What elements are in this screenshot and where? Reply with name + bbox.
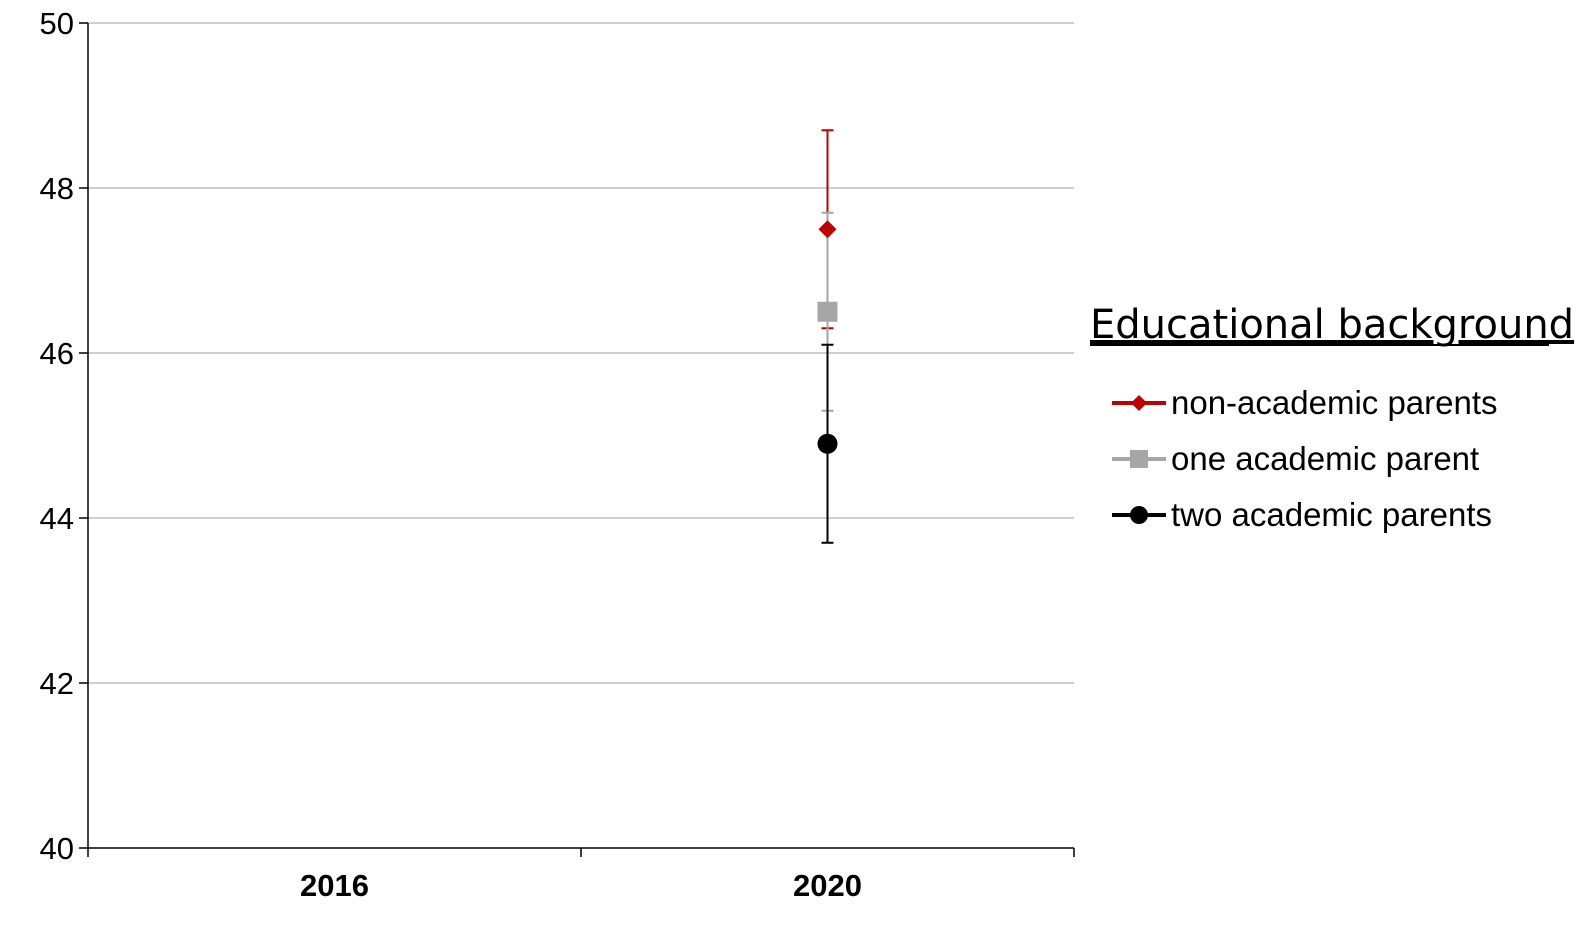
y-tick-label: 46 [40, 336, 74, 371]
legend-label: two academic parents [1171, 496, 1492, 533]
y-tick-label: 44 [40, 501, 74, 536]
y-tick-label: 42 [40, 666, 74, 701]
legend-label: non-academic parents [1171, 384, 1498, 421]
x-tick-label: 2020 [793, 868, 862, 903]
y-tick-label: 48 [40, 171, 74, 206]
y-tick-label: 40 [40, 831, 74, 866]
x-tick-label: 2016 [300, 868, 369, 903]
legend-marker-circle [1130, 506, 1148, 524]
data-point-square [817, 301, 838, 322]
data-point-diamond [818, 220, 837, 239]
y-tick-label: 50 [40, 6, 74, 41]
legend-marker-square [1130, 450, 1148, 468]
legend-title: Educational background [1090, 302, 1574, 348]
data-point-circle [817, 433, 838, 454]
legend-marker-diamond [1131, 395, 1147, 411]
legend-label: one academic parent [1171, 440, 1479, 477]
